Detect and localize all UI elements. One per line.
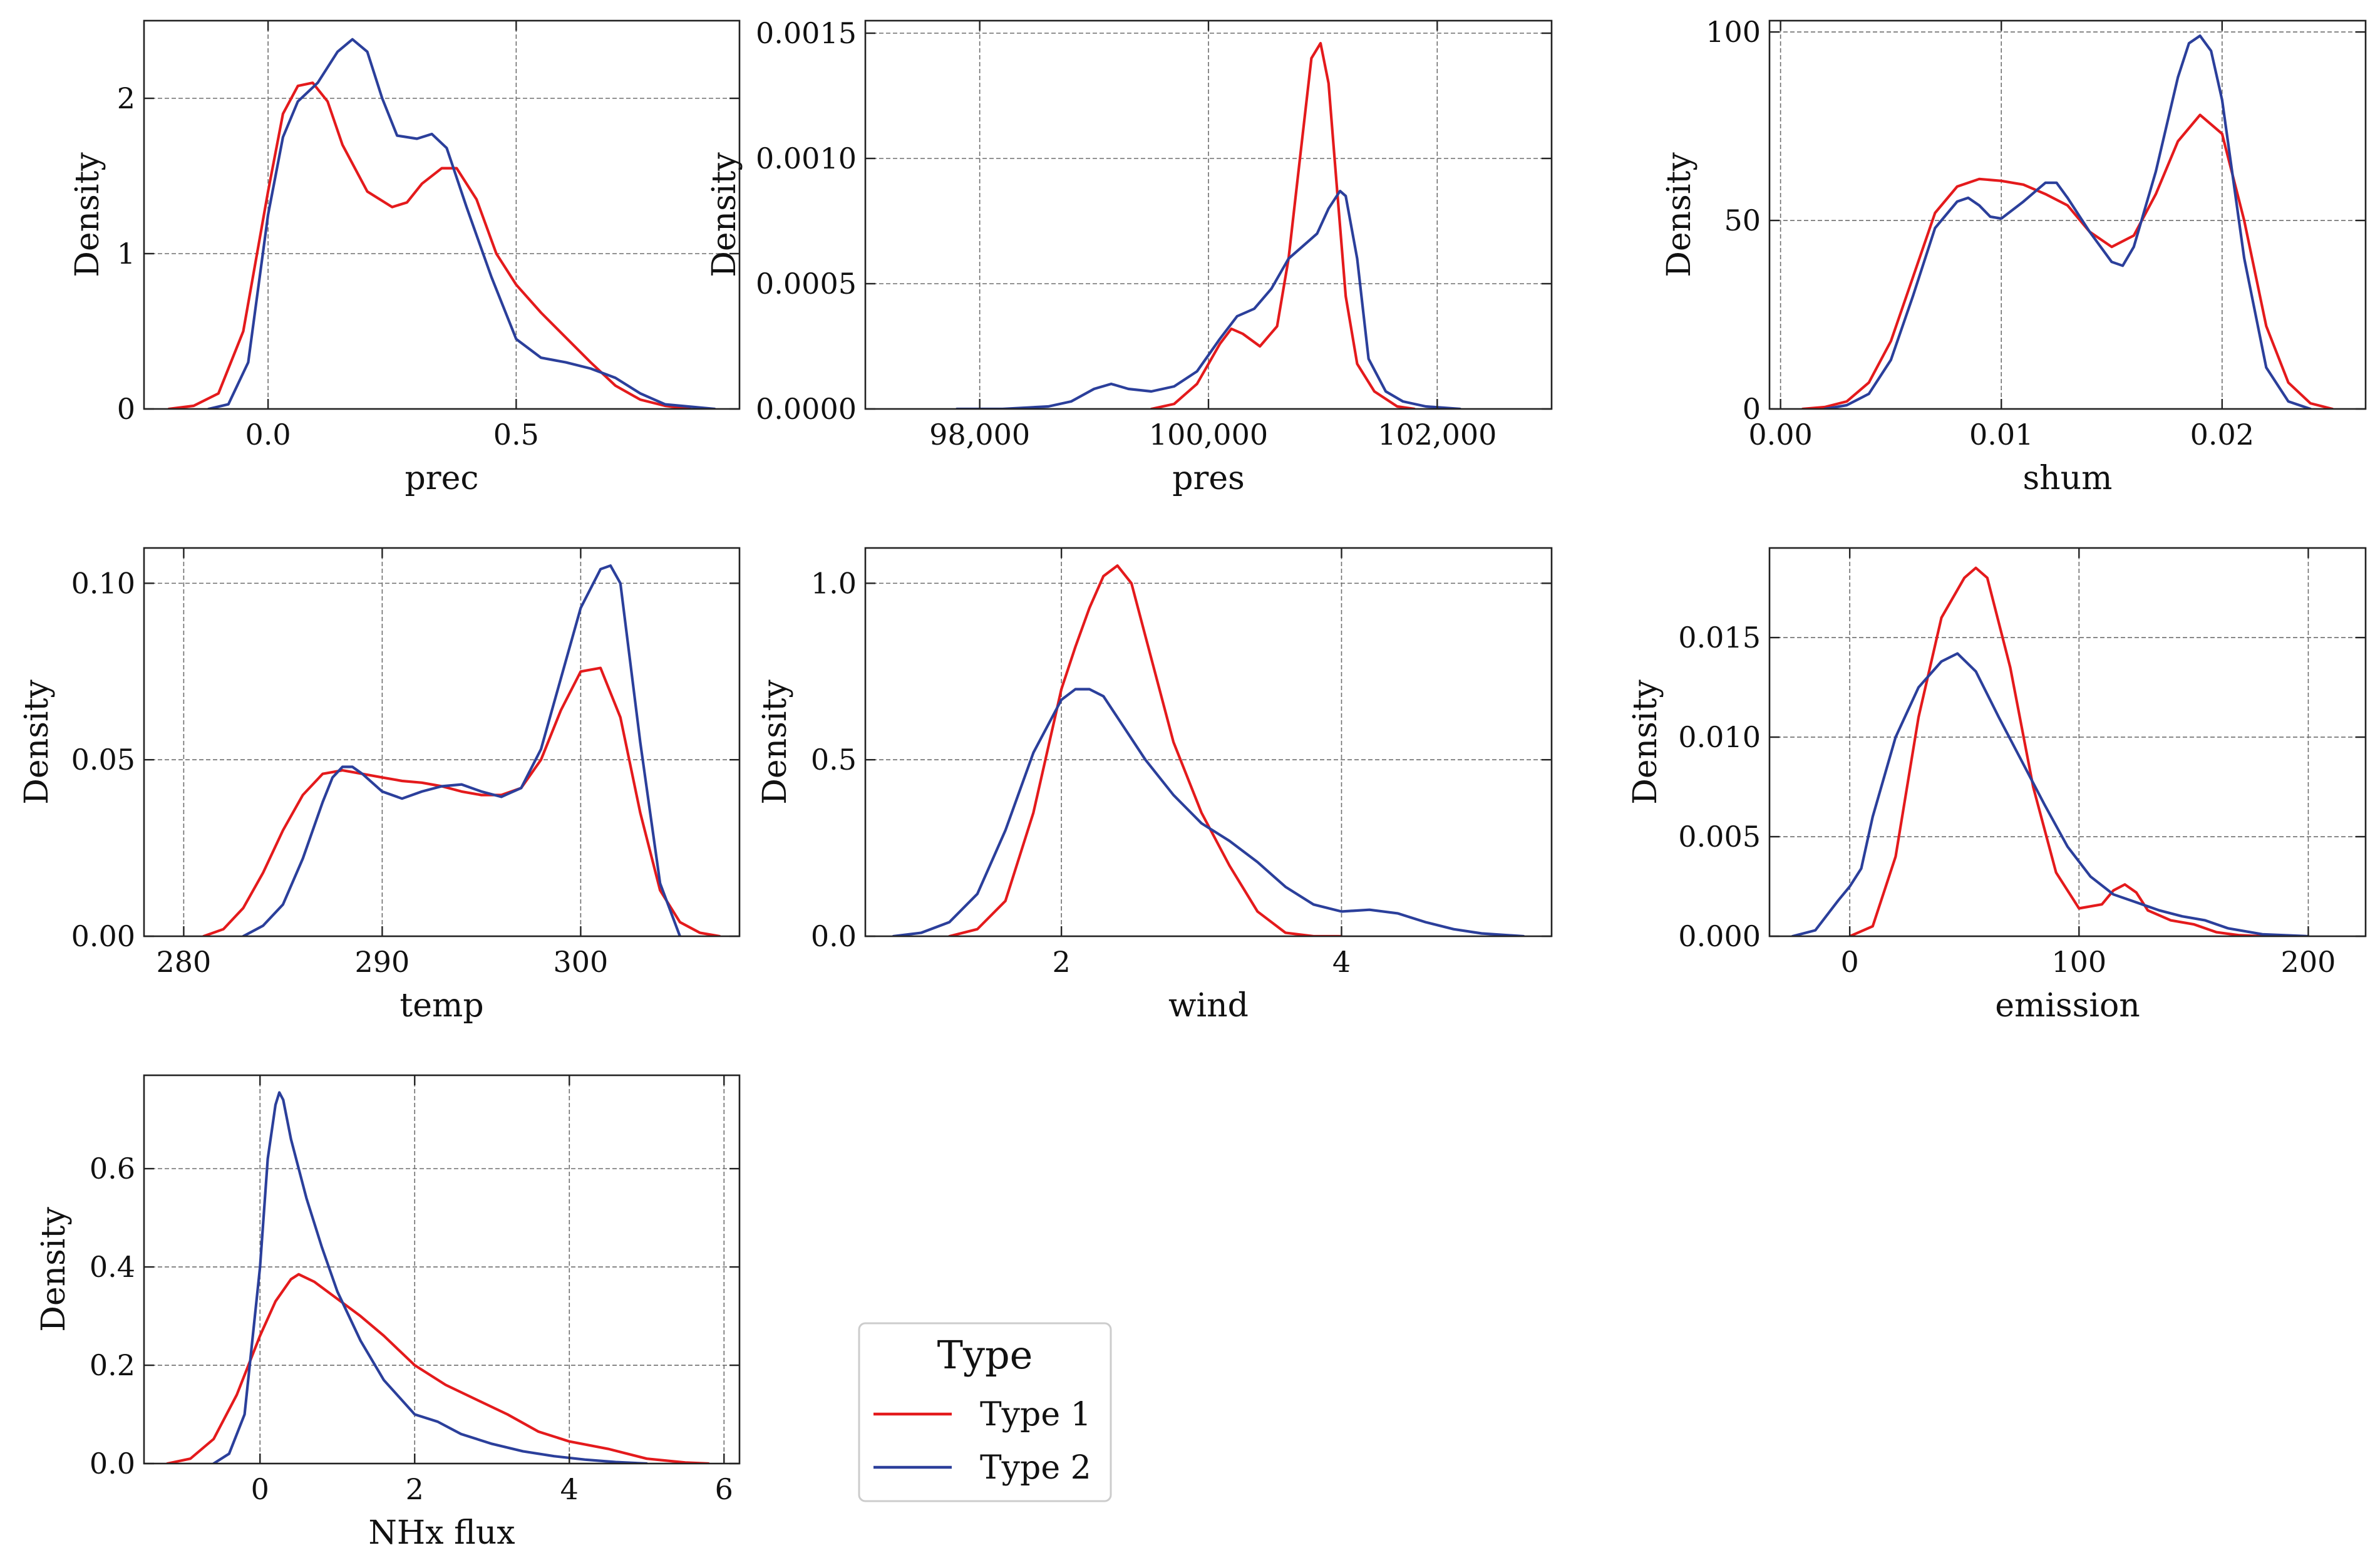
- x-tick-label: 200: [2281, 945, 2336, 979]
- series-line-type-2: [892, 688, 1525, 936]
- x-tick-label: 100,000: [1149, 418, 1268, 452]
- y-axis-label: Density: [1627, 679, 1664, 805]
- x-axis-label: temp: [399, 987, 483, 1025]
- y-axis-label: Density: [69, 152, 106, 277]
- y-tick-label: 0.010: [1678, 720, 1761, 754]
- x-tick-label: 0: [251, 1472, 269, 1506]
- y-axis-label: Density: [18, 679, 56, 805]
- y-tick-label: 100: [1706, 15, 1761, 49]
- x-tick-label: 280: [156, 945, 211, 979]
- series-line-type-2: [1823, 34, 2312, 409]
- x-axis-label: shum: [2023, 460, 2113, 497]
- x-axis-label: wind: [1168, 987, 1249, 1025]
- legend-title: Type: [937, 1332, 1033, 1378]
- y-tick-label: 0.0015: [756, 16, 857, 50]
- y-tick-label: 0.2: [90, 1348, 135, 1382]
- legend: Type Type 1 Type 2: [858, 1322, 1112, 1502]
- series-line-type-2: [207, 38, 716, 409]
- series-line-type-1: [167, 81, 691, 409]
- chart-panel-wind: 2 4 0.0 0.5 1.0 wind Density: [756, 547, 1553, 1025]
- chart-panel-emission: 0 100 200 0.000 0.005 0.010 0.015 emission Densi…: [1627, 547, 2367, 1025]
- x-tick-label: 4: [560, 1472, 579, 1506]
- series-line-type-2: [212, 1091, 648, 1464]
- y-tick-label: 0.0000: [756, 392, 857, 426]
- plot-frame: [143, 19, 741, 410]
- x-axis-label: emission: [1995, 987, 2140, 1025]
- y-tick-label: 0.6: [90, 1152, 135, 1185]
- legend-label-type-1: Type 1: [980, 1396, 1091, 1433]
- x-tick-label: 0.5: [493, 418, 539, 452]
- x-axis-label: NHx flux: [368, 1514, 515, 1552]
- plot-frame: [143, 1074, 741, 1465]
- y-axis-label: Density: [35, 1207, 73, 1332]
- y-tick-label: 0.05: [71, 743, 135, 777]
- y-tick-label: 1: [117, 237, 135, 271]
- series-line-type-1: [1848, 566, 2264, 936]
- y-tick-label: 0.10: [71, 566, 135, 600]
- series-line-type-2: [1791, 652, 2310, 936]
- y-tick-label: 0.0005: [756, 267, 857, 301]
- legend-box: [858, 1322, 1112, 1502]
- chart-panel-temp: 280 290 300 0.00 0.05 0.10 temp Density: [18, 547, 741, 1025]
- y-tick-label: 1.0: [811, 566, 857, 600]
- y-tick-label: 0.015: [1678, 621, 1761, 654]
- plot-frame: [1768, 19, 2367, 410]
- y-axis-label: Density: [756, 679, 794, 805]
- x-tick-label: 6: [715, 1472, 733, 1506]
- y-tick-label: 0.0: [90, 1447, 135, 1480]
- x-axis-label: prec: [404, 460, 478, 497]
- x-tick-label: 2: [1053, 945, 1071, 979]
- series-line-type-2: [242, 564, 682, 936]
- series-line-type-1: [1801, 113, 2334, 409]
- y-tick-label: 0: [1743, 392, 1761, 426]
- y-tick-label: 0.5: [811, 743, 857, 777]
- x-tick-label: 98,000: [929, 418, 1030, 452]
- x-tick-label: 2: [406, 1472, 424, 1506]
- chart-panel-pres: 98,000 100,000 102,000 0.0000 0.0005 0.0010 0.…: [706, 16, 1553, 497]
- x-tick-label: 4: [1332, 945, 1351, 979]
- y-tick-label: 0: [117, 392, 135, 426]
- x-tick-label: 0.01: [1969, 418, 2033, 452]
- x-tick-label: 300: [553, 945, 608, 979]
- x-tick-label: 0.0: [245, 418, 291, 452]
- series-line-type-1: [1150, 41, 1416, 409]
- chart-panel-nhx-flux: 0 2 4 6 0.0 0.2 0.4 0.6 NHx flux Density: [35, 1074, 741, 1552]
- series-line-type-1: [948, 564, 1343, 936]
- y-tick-label: 0.000: [1678, 919, 1761, 953]
- x-tick-label: 102,000: [1378, 418, 1497, 452]
- y-tick-label: 2: [117, 81, 135, 115]
- x-tick-label: 0.02: [2190, 418, 2254, 452]
- chart-panel-prec: 0.0 0.5 0 1 2 prec Density: [69, 19, 741, 497]
- y-axis-label: Density: [706, 152, 743, 277]
- x-tick-label: 0.00: [1748, 418, 1812, 452]
- plot-frame: [143, 547, 741, 937]
- legend-label-type-2: Type 2: [980, 1449, 1091, 1487]
- plot-frame: [1768, 547, 2367, 937]
- series-line-type-2: [955, 189, 1461, 409]
- y-tick-label: 0.00: [71, 919, 135, 953]
- y-tick-label: 0.0: [811, 919, 857, 953]
- chart-panel-shum: 0.00 0.01 0.02 0 50 100 shum Density: [1661, 15, 2367, 497]
- x-tick-label: 0: [1841, 945, 1859, 979]
- y-tick-label: 0.0010: [756, 142, 857, 175]
- y-axis-label: Density: [1661, 152, 1698, 277]
- y-tick-label: 50: [1724, 204, 1761, 237]
- x-axis-label: pres: [1172, 460, 1245, 497]
- x-tick-label: 290: [354, 945, 410, 979]
- y-tick-label: 0.005: [1678, 820, 1761, 854]
- x-tick-label: 100: [2051, 945, 2106, 979]
- y-tick-label: 0.4: [90, 1250, 135, 1284]
- plot-frame: [864, 547, 1553, 937]
- series-line-type-1: [202, 666, 721, 936]
